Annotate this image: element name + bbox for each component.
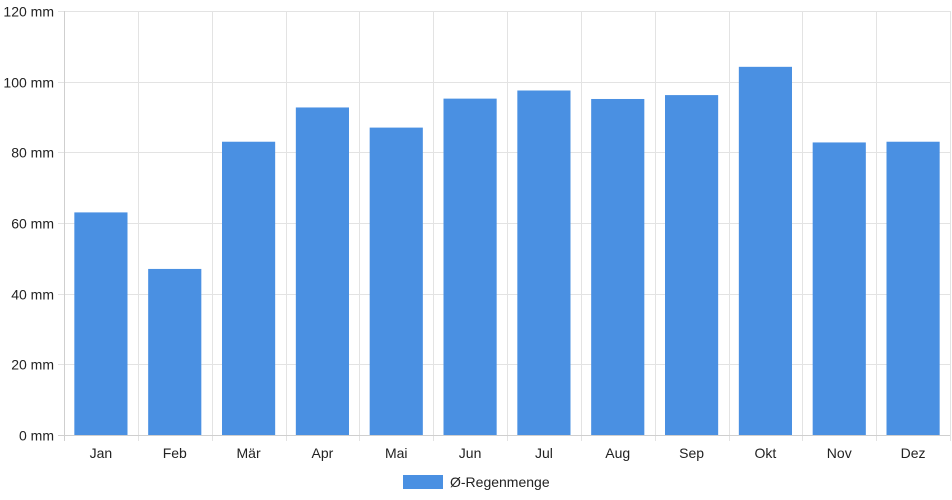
legend[interactable]: Ø-Regenmenge — [403, 474, 550, 490]
y-tick-label: 100 mm — [3, 75, 54, 91]
legend-swatch[interactable] — [403, 475, 443, 489]
bar-nov[interactable] — [812, 142, 866, 435]
bar-okt[interactable] — [738, 66, 792, 436]
bar-jul[interactable] — [517, 90, 571, 436]
y-tick-label: 120 mm — [3, 4, 54, 20]
grid — [58, 11, 951, 441]
bar-sep[interactable] — [665, 95, 719, 436]
x-axis-ticks: Jan Feb Mär Apr Mai Jun Jul Aug Sep Okt Nov Dez — [90, 445, 926, 461]
x-tick-label: Apr — [312, 445, 334, 461]
x-tick-label: Jan — [90, 445, 113, 461]
legend-label[interactable]: Ø-Regenmenge — [450, 474, 550, 490]
x-tick-label: Jun — [459, 445, 482, 461]
x-tick-label: Sep — [679, 445, 704, 461]
x-tick-label: Jul — [535, 445, 553, 461]
x-tick-label: Mai — [385, 445, 408, 461]
bar-mär[interactable] — [222, 141, 276, 435]
bar-aug[interactable] — [591, 98, 645, 435]
bar-mai[interactable] — [369, 127, 423, 435]
y-tick-label: 0 mm — [19, 428, 54, 444]
bar-feb[interactable] — [148, 268, 202, 435]
bar-apr[interactable] — [295, 107, 349, 436]
x-tick-label: Feb — [163, 445, 187, 461]
y-tick-label: 20 mm — [11, 357, 54, 373]
x-tick-label: Mär — [237, 445, 261, 461]
bars — [74, 66, 940, 436]
y-tick-label: 60 mm — [11, 216, 54, 232]
y-tick-label: 40 mm — [11, 287, 54, 303]
y-tick-label: 80 mm — [11, 145, 54, 161]
bar-jun[interactable] — [443, 98, 497, 436]
x-tick-label: Aug — [605, 445, 630, 461]
bar-jan[interactable] — [74, 212, 128, 435]
y-axis-ticks: 0 mm 20 mm 40 mm 60 mm 80 mm 100 mm 120 mm — [3, 4, 54, 444]
x-tick-label: Nov — [827, 445, 852, 461]
bar-dez[interactable] — [886, 141, 940, 435]
x-tick-label: Okt — [755, 445, 777, 461]
x-tick-label: Dez — [901, 445, 926, 461]
axes — [58, 11, 950, 441]
